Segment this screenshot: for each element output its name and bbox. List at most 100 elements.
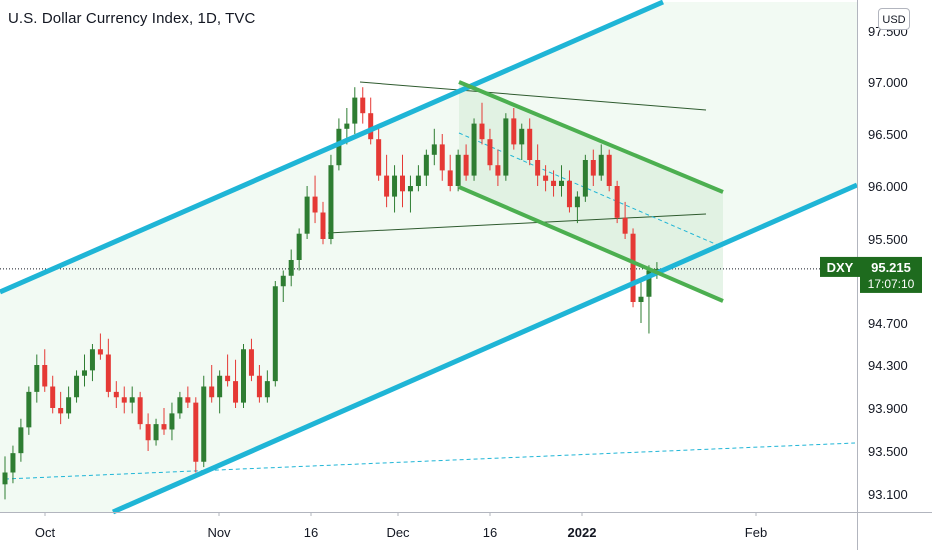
candle (360, 87, 366, 124)
candle (407, 175, 413, 213)
candle-body (344, 123, 350, 129)
candle (217, 370, 223, 414)
candle (439, 134, 445, 181)
y-tick-label: 94.300 (868, 358, 908, 373)
candle (447, 154, 453, 192)
candle (82, 354, 87, 387)
candle (392, 165, 398, 213)
upper-channel-line (0, 0, 665, 295)
x-tick-label: 2022 (568, 525, 597, 540)
candle-body (129, 397, 135, 403)
candle-body (201, 386, 207, 462)
candle-body (113, 391, 119, 398)
candle (145, 413, 151, 451)
y-tick-label: 93.100 (868, 487, 908, 502)
currency-button[interactable]: USD (878, 8, 910, 30)
candle-body (535, 160, 541, 176)
candle (519, 123, 525, 160)
candle (503, 113, 509, 181)
candle-body (566, 180, 572, 208)
candle (121, 386, 127, 414)
candle-body (169, 413, 175, 430)
candle (201, 375, 207, 468)
x-tick-label: 16 (483, 525, 497, 540)
candle-body (296, 233, 302, 260)
price-tag-countdown: 17:07:10 (868, 277, 915, 291)
candle (89, 344, 95, 382)
falling-channel-upper-line (458, 80, 724, 194)
candle-body (97, 349, 103, 355)
upper-trendline (359, 81, 707, 111)
candle-body (217, 375, 223, 398)
candle (463, 144, 469, 181)
candle-body (256, 375, 262, 398)
x-tick-label: Oct (35, 525, 56, 540)
channel-midline (458, 132, 721, 247)
candle (233, 359, 239, 408)
candle-body (264, 381, 270, 398)
candle (415, 165, 421, 192)
candle-body (400, 175, 405, 192)
candle (598, 144, 604, 181)
candle (113, 381, 119, 408)
candle-body (574, 196, 580, 208)
long-term-dashed-line (4, 442, 856, 480)
candle-body (34, 365, 40, 392)
inner-channel-fill (459, 82, 723, 301)
candle-body (320, 212, 326, 239)
candle (50, 375, 56, 414)
y-tick-label: 96.500 (868, 127, 908, 142)
candle-body (10, 453, 16, 473)
candle (2, 456, 8, 500)
candle (400, 154, 405, 208)
candle (177, 391, 183, 419)
y-tick-label: 93.500 (868, 444, 908, 459)
candle (455, 149, 461, 192)
candle-body (503, 118, 509, 176)
candle-body (376, 139, 382, 176)
candle-body (614, 186, 620, 218)
candle (566, 170, 572, 213)
candle-body (543, 175, 549, 181)
candle-body (121, 397, 127, 403)
candle (185, 386, 191, 408)
candle (256, 365, 262, 403)
outer-channel-fill (0, 2, 857, 512)
candle-body (447, 170, 453, 186)
channel-line-layer (0, 0, 859, 515)
candle (66, 386, 72, 419)
candle-body (233, 381, 239, 403)
candle (630, 228, 636, 308)
candle (26, 386, 32, 435)
candle (280, 270, 286, 302)
candle (34, 354, 40, 403)
lower-trendline (327, 213, 707, 234)
candle-body (137, 397, 143, 425)
candle-body (74, 375, 80, 398)
candle (471, 118, 477, 181)
candle (622, 201, 628, 239)
candle-body (82, 370, 87, 376)
y-tick-label: 95.500 (868, 232, 908, 247)
candle (368, 97, 374, 145)
candle (288, 249, 294, 287)
candle-body (105, 354, 111, 392)
falling-channel-lower-line (458, 185, 724, 303)
x-tick-label: Feb (745, 525, 767, 540)
candle (74, 370, 80, 403)
candle-body (328, 165, 334, 239)
candle (495, 149, 501, 186)
price-tag-background (860, 256, 922, 293)
candle-body (646, 270, 652, 297)
candle (527, 118, 533, 166)
x-tick-label: Nov (207, 525, 231, 540)
candle (423, 149, 429, 186)
price-tag-symbol: DXY (827, 260, 854, 275)
candle (614, 180, 620, 224)
candle-body (26, 391, 32, 428)
candle-body (209, 386, 215, 398)
candle-body (288, 260, 294, 276)
candle-body (42, 365, 48, 387)
lower-channel-line (111, 182, 859, 515)
